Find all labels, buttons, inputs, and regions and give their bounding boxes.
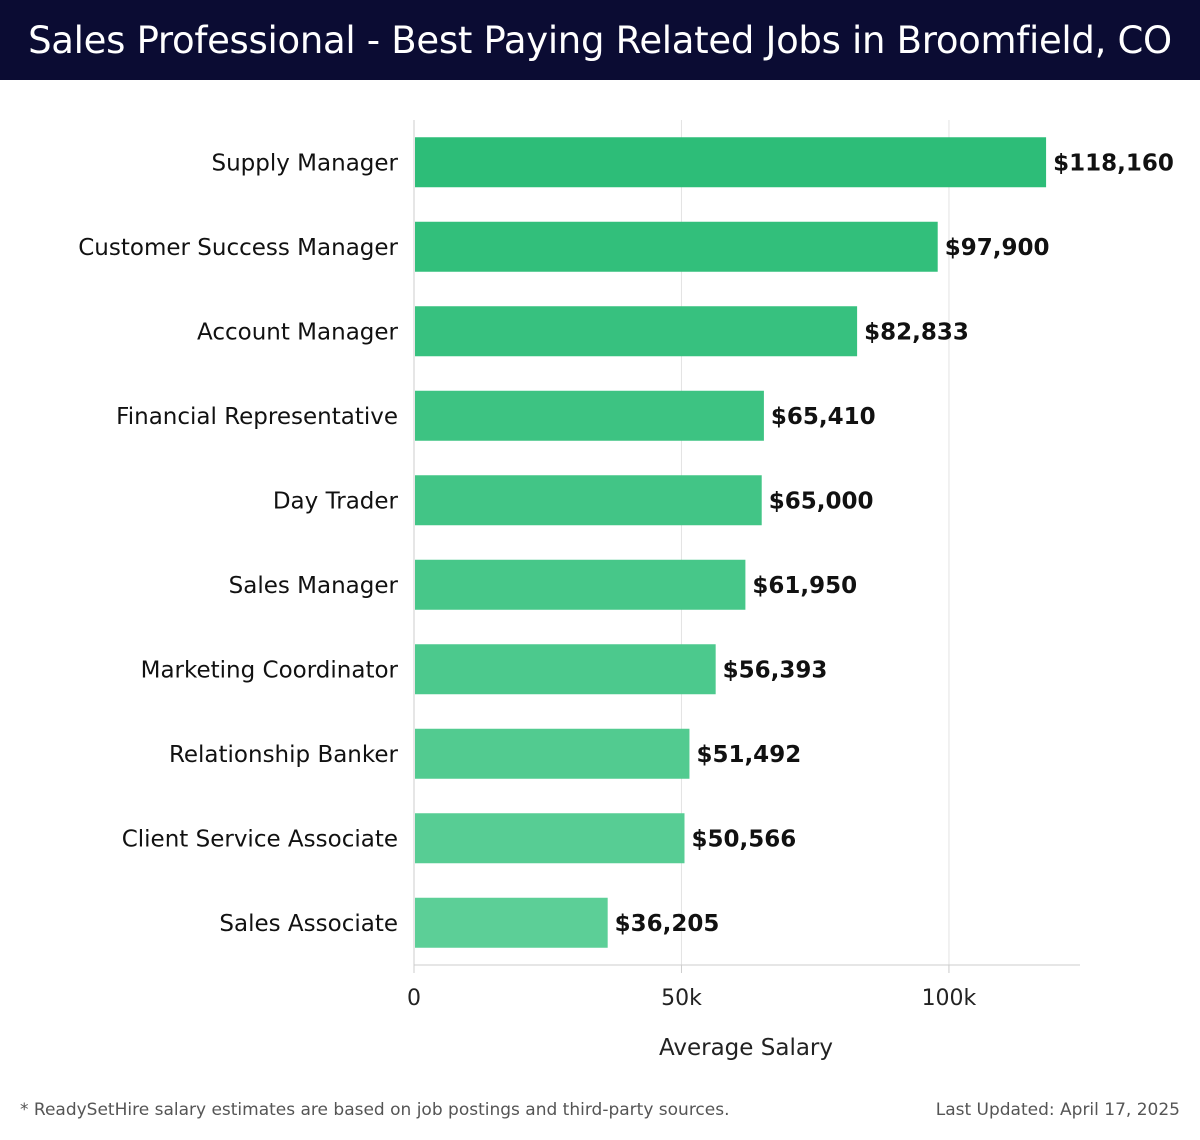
x-tick-label: 0 xyxy=(407,986,421,1011)
chart-title: Sales Professional - Best Paying Related… xyxy=(28,18,1172,62)
bar xyxy=(415,644,716,695)
value-label: $61,950 xyxy=(752,573,857,599)
bar xyxy=(415,813,685,864)
bar xyxy=(415,137,1047,188)
category-label: Financial Representative xyxy=(116,404,398,430)
source-note: * ReadySetHire salary estimates are base… xyxy=(20,1100,730,1120)
bars: Supply Manager $118,160 Customer Success M… xyxy=(78,137,1174,948)
bar xyxy=(415,559,746,610)
category-label: Marketing Coordinator xyxy=(141,657,399,683)
category-label: Customer Success Manager xyxy=(78,235,398,261)
bar xyxy=(415,475,762,526)
bar xyxy=(415,897,608,948)
category-label: Supply Manager xyxy=(211,150,398,176)
value-label: $51,492 xyxy=(696,742,801,768)
x-axis-label: Average Salary xyxy=(659,1035,833,1061)
category-label: Sales Manager xyxy=(229,573,399,599)
value-label: $50,566 xyxy=(691,826,796,852)
x-tick-label: 50k xyxy=(661,986,702,1011)
value-label: $97,900 xyxy=(945,235,1050,261)
value-label: $56,393 xyxy=(723,657,828,683)
category-label: Sales Associate xyxy=(219,911,398,937)
bar-chart: Supply Manager $118,160 Customer Success M… xyxy=(78,120,1174,1061)
bar xyxy=(415,306,858,357)
value-label: $65,410 xyxy=(771,404,876,430)
bar xyxy=(415,728,690,779)
category-label: Client Service Associate xyxy=(122,826,398,852)
category-label: Account Manager xyxy=(197,319,399,345)
title-bar: Sales Professional - Best Paying Related… xyxy=(0,0,1200,80)
value-label: $36,205 xyxy=(615,911,720,937)
last-updated: Last Updated: April 17, 2025 xyxy=(935,1100,1180,1120)
x-axis: 0 50k 100k xyxy=(407,120,1080,1011)
value-label: $118,160 xyxy=(1053,150,1174,176)
bar xyxy=(415,221,938,272)
x-tick-label: 100k xyxy=(922,986,977,1011)
category-label: Relationship Banker xyxy=(169,742,399,768)
value-label: $82,833 xyxy=(864,319,969,345)
category-label: Day Trader xyxy=(273,488,399,514)
value-label: $65,000 xyxy=(769,488,874,514)
bar xyxy=(415,390,764,441)
